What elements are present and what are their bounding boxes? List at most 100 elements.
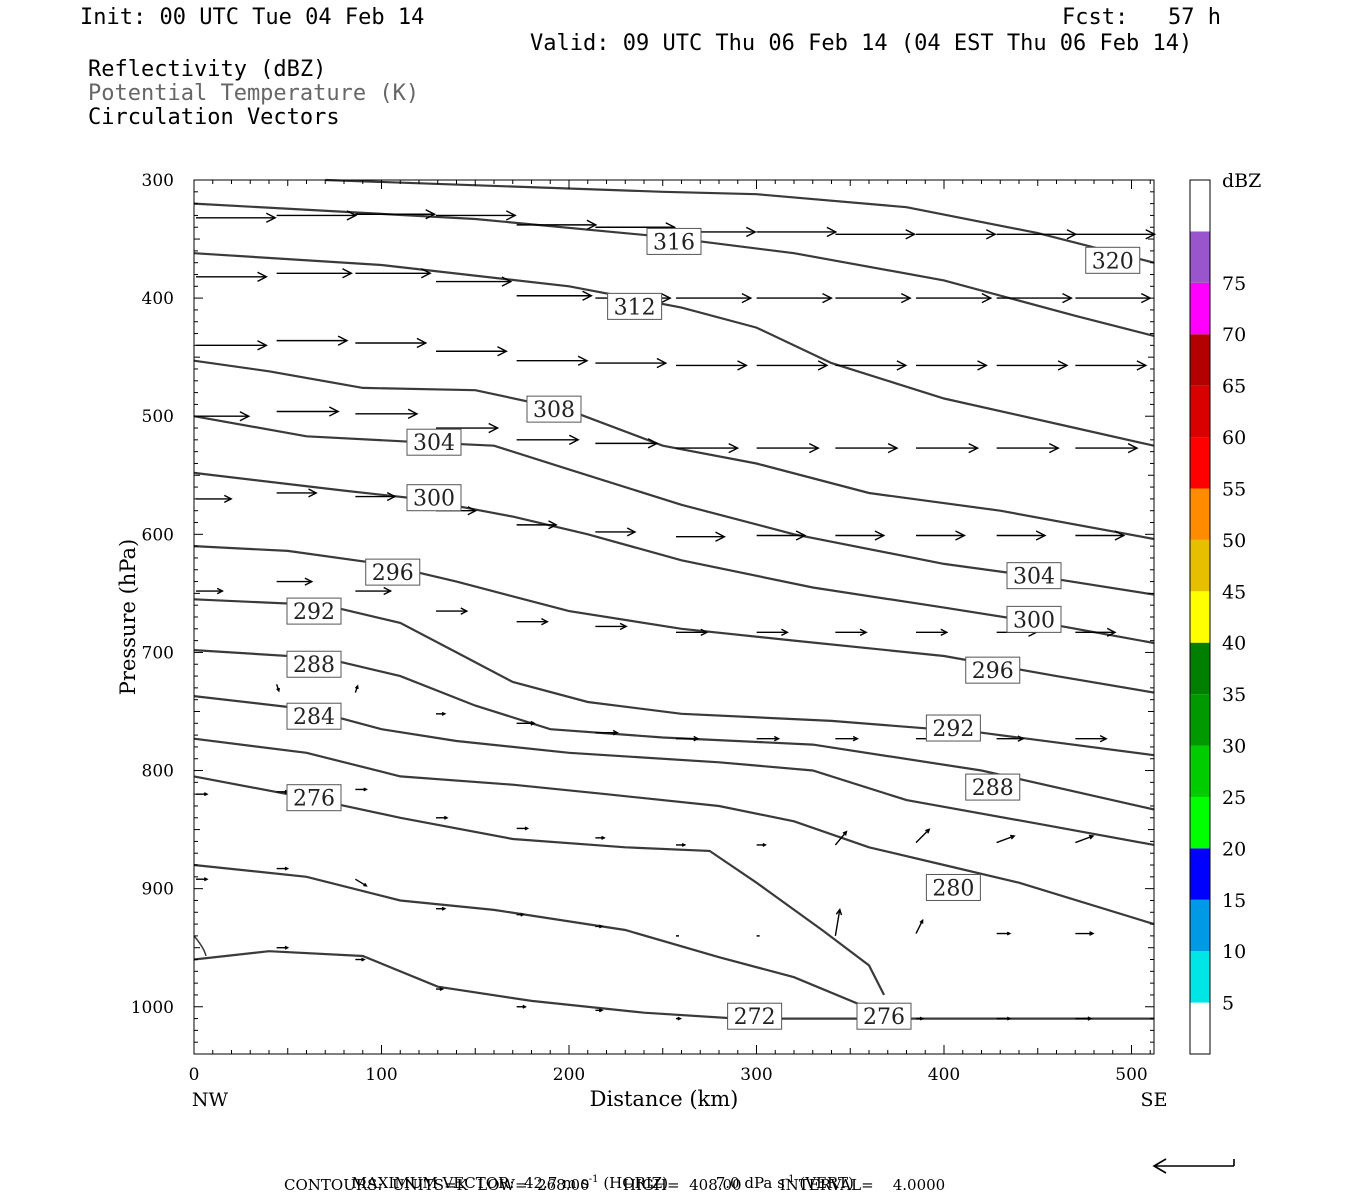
circulation-vector — [275, 684, 280, 693]
vector-head — [715, 531, 726, 542]
vector-head — [223, 494, 233, 504]
contour-label-296: 296 — [965, 656, 1021, 684]
contour-label-box — [526, 395, 582, 423]
circulation-vector — [916, 229, 997, 240]
vector-head — [619, 622, 628, 631]
vector-head — [808, 442, 820, 454]
circulation-vector — [355, 209, 437, 220]
circulation-vector — [756, 292, 833, 304]
colorbar-label: 5 — [1222, 993, 1234, 1015]
vector-head — [363, 787, 368, 792]
contour-line-308 — [193, 359, 1155, 541]
vector-head — [1145, 229, 1157, 240]
field-reflectivity: Reflectivity (dBZ) — [88, 57, 327, 82]
contour-label-316: 316 — [646, 227, 702, 255]
contour-label-292: 292 — [925, 714, 981, 742]
circulation-vector — [355, 957, 366, 962]
reference-vector — [1152, 1158, 1235, 1174]
contour-line-300 — [193, 471, 1155, 645]
circulation-vector — [1075, 931, 1095, 936]
contours-info: CONTOURS: UNITS=K LOW= 268.00 HIGH= 408.… — [284, 1176, 946, 1194]
vector-head — [203, 877, 209, 882]
circulation-vector — [1075, 627, 1117, 637]
valid-time: Valid: 09 UTC Thu 06 Feb 14 (04 EST Thu … — [530, 31, 1193, 56]
circulation-vector — [276, 210, 358, 221]
contour-line-268 — [193, 950, 1154, 1020]
vector-head — [328, 406, 340, 417]
vector-head — [681, 842, 687, 847]
vector-head — [441, 906, 447, 911]
contour-label-box — [1006, 562, 1062, 590]
contour-line-304 — [193, 415, 1155, 596]
vector-head — [660, 292, 672, 304]
colorbar-segment — [1190, 951, 1210, 1003]
contour-label-288: 288 — [286, 650, 342, 678]
circulation-vector — [1075, 530, 1126, 541]
vector-head — [416, 337, 428, 349]
contour-line-fragment — [193, 935, 207, 957]
vector-head — [1136, 360, 1148, 371]
circulation-vector — [516, 219, 598, 231]
contour-line-316 — [193, 202, 1155, 337]
vector-head — [826, 226, 838, 238]
circulation-vector — [516, 355, 589, 366]
circulation-vector — [676, 442, 740, 454]
vector-head — [598, 1008, 604, 1013]
contour-line-272 — [193, 863, 873, 1008]
colorbar-segment — [1190, 1002, 1210, 1054]
circulation-vector — [916, 530, 966, 541]
vector-head — [284, 866, 290, 871]
circulation-vector — [756, 530, 807, 541]
vector-shaft — [355, 878, 367, 887]
vector-head — [985, 229, 997, 240]
colorbar-label: 45 — [1222, 581, 1246, 603]
contour-label-text: 312 — [614, 295, 656, 320]
contour-label-296: 296 — [365, 558, 421, 586]
vector-head — [835, 907, 843, 916]
colorbar-label: 55 — [1222, 478, 1246, 500]
contour-label-312: 312 — [607, 292, 663, 320]
x-end-label-nw: NW — [192, 1089, 229, 1111]
contour-label-text: 296 — [972, 659, 1014, 684]
vector-head — [346, 210, 358, 221]
y-tick-label: 1000 — [131, 998, 174, 1018]
circulation-vector — [436, 987, 445, 992]
circulation-vector — [595, 729, 619, 736]
contour-label-box — [1006, 605, 1062, 633]
vector-head — [257, 271, 268, 283]
vector-head — [737, 360, 748, 371]
colorbar-label: 70 — [1222, 324, 1246, 346]
vector-shaft — [834, 831, 847, 846]
colorbar-segment — [1190, 848, 1210, 900]
circulation-vector — [355, 268, 432, 279]
circulation-vector — [196, 494, 233, 504]
vector-head — [896, 360, 908, 371]
vector-head — [919, 1016, 925, 1021]
contour-label-box — [1085, 246, 1141, 274]
vector-head — [874, 530, 886, 541]
vector-head — [460, 607, 469, 615]
contour-label-text: 288 — [293, 653, 335, 678]
init-time: Init: 00 UTC Tue 04 Feb 14 — [80, 5, 425, 30]
vector-head — [1087, 1016, 1093, 1021]
contour-label-320: 320 — [1085, 246, 1141, 274]
circulation-vector — [996, 735, 1025, 742]
colorbar-label: 65 — [1222, 376, 1246, 398]
circulation-vector — [276, 406, 340, 417]
contour-label-308: 308 — [526, 395, 582, 423]
plot-area — [194, 180, 1154, 1054]
vector-head — [1048, 442, 1060, 454]
circulation-vector — [676, 292, 753, 304]
circulation-vector — [756, 735, 781, 742]
circulation-vector — [595, 924, 604, 929]
circulation-vector — [916, 442, 980, 454]
vector-head — [1006, 1016, 1012, 1021]
vector-head — [361, 957, 366, 962]
contour-label-box — [286, 597, 342, 625]
vector-head — [439, 987, 445, 992]
circulation-vector — [835, 442, 899, 454]
vector-head — [308, 488, 318, 498]
max-vector-label: MAXIMUM VECTOR: — [351, 1174, 515, 1192]
colorbar-segment — [1190, 899, 1210, 952]
contour-label-text: 292 — [293, 600, 335, 625]
